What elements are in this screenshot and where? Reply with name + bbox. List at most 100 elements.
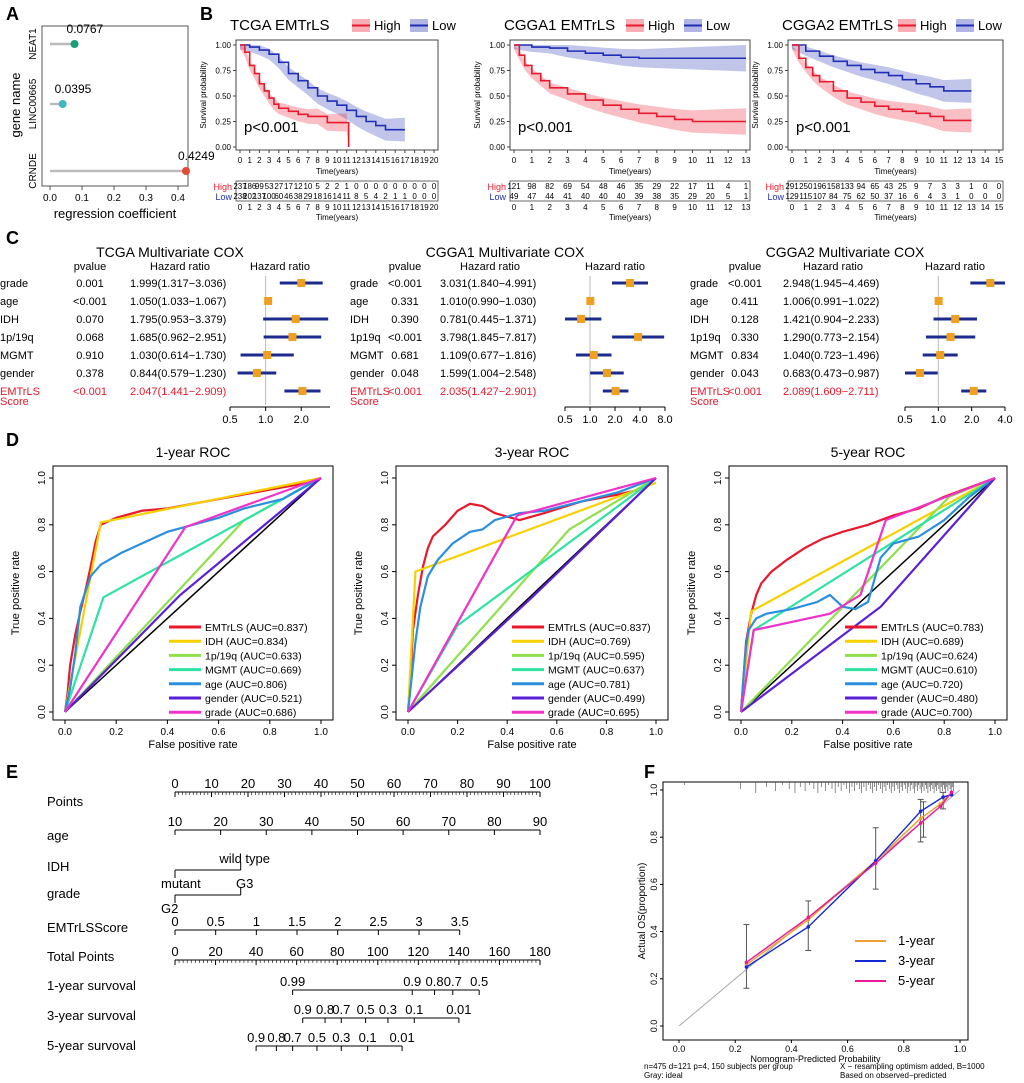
roc-frame (395, 465, 669, 721)
roc-curve-grade (407, 476, 657, 713)
x-tick-label: 0.5 (222, 414, 237, 426)
risk-count-low: 35 (670, 192, 679, 201)
x-tick-label: 10 (333, 156, 342, 165)
y-tick-label: 0.4 (713, 611, 724, 625)
legend-label: grade (AUC=0.695) (548, 707, 639, 719)
risk-count-low: 75 (843, 192, 852, 201)
y-tick-label: 0.25 (767, 118, 783, 127)
gene-label-crnde: CRNDE (28, 153, 39, 189)
x-tick-label: 11 (940, 156, 949, 165)
row-variable: grade (0, 278, 28, 290)
risk-count-high: 29 (652, 182, 661, 191)
nomogram-row-5-year-survoval: 5-year survoval 0.9 0.80.7 0.5 0.3 0.1 0.01 (47, 1030, 415, 1053)
risk-label-high: High (487, 182, 506, 192)
gene-label-linc00665: LINC00665 (28, 78, 39, 129)
x-tick-label: 0.4 (160, 727, 174, 738)
value-label-crnde: 0.4249 (178, 149, 215, 163)
nomogram-row-age: age 10 20 30 40 50 60 70 80 90 (47, 814, 547, 843)
row-label: EMTrLSScore (47, 920, 128, 935)
risk-tick-label: 20 (430, 203, 439, 212)
y-tick-label: 0.6 (380, 564, 391, 578)
tick-label: 30 (259, 814, 273, 829)
hr-point (589, 351, 598, 359)
row-variable: IDH (0, 314, 19, 326)
tick-label: 60 (289, 944, 303, 959)
risk-tick-label: 15 (995, 203, 1004, 212)
km-title: TCGA EMTrLS (230, 17, 329, 34)
row-pvalue: 0.128 (731, 314, 759, 326)
risk-label-low: Low (767, 192, 784, 202)
x-tick-label: 0.8 (599, 727, 613, 738)
y-tick-label: 0.00 (489, 143, 505, 152)
x-tick-label: 11 (706, 156, 715, 165)
hr-point (634, 333, 643, 341)
risk-count-low: 50 (870, 192, 879, 201)
row-pvalue: 0.070 (76, 314, 104, 326)
calibration-point (918, 809, 923, 814)
tick-label: 0.99 (280, 974, 305, 989)
risk-label-low: Low (489, 192, 506, 202)
x-tick-label: 6 (619, 156, 624, 165)
y-tick-label: 0.50 (215, 92, 231, 101)
risk-count-high: 133 (841, 182, 855, 191)
risk-tick-label: 0 (790, 203, 795, 212)
gene-label-neat1: NEAT1 (28, 28, 39, 60)
risk-tick-label: 14 (371, 203, 380, 212)
risk-count-high: 17 (688, 182, 697, 191)
risk-count-low: 14 (333, 192, 342, 201)
value-label-neat1: 0.0767 (67, 22, 104, 36)
risk-tick-label: 0 (238, 203, 243, 212)
tick-label: 10 (204, 776, 218, 791)
risk-tick-label: 13 (967, 203, 976, 212)
risk-count-low: 40 (581, 192, 590, 201)
hr-point (291, 315, 300, 323)
km-plot-3: CGGA2 EMTrLS High Lowp<0.0010.000.250.500.… (751, 17, 1004, 222)
risk-count-high: 4 (726, 182, 731, 191)
x-tick-label: 17 (400, 156, 409, 165)
cat-label: G2 (161, 901, 178, 916)
row-pvalue: 0.834 (731, 350, 759, 362)
panel-label-c: C (6, 228, 19, 248)
y-tick-label: 1.00 (767, 41, 783, 50)
risk-count-high: 237 (233, 182, 247, 191)
row-variable: 1p/19q (0, 332, 34, 344)
roc-curve-idh (63, 476, 322, 713)
risk-tick-label: 11 (706, 203, 715, 212)
y-tick-label: 0.00 (767, 143, 783, 152)
risk-label-low: Low (215, 192, 232, 202)
row-hr-text: 2.089(1.609−2.711) (783, 386, 879, 398)
tick-label: 0.01 (446, 1002, 471, 1017)
plot-frame-a (41, 25, 189, 187)
risk-tick-label: 12 (724, 203, 733, 212)
x-tick-label: 0.6 (550, 727, 564, 738)
x-tick-label-a: 0.3 (139, 193, 153, 204)
risk-count-high: 82 (545, 182, 554, 191)
risk-tick-label: 8 (315, 203, 320, 212)
row-variable: MGMT (0, 350, 34, 362)
risk-count-low: 4 (374, 192, 379, 201)
risk-tick-label: 10 (688, 203, 697, 212)
x-tick-label: 5 (286, 156, 291, 165)
calibration-curve-1-year (746, 791, 953, 966)
km-plot-2: CGGA1 EMTrLS High Lowp<0.0010.000.250.500.… (473, 17, 751, 222)
roc-frame (52, 465, 334, 721)
roc-curve-gender (740, 477, 996, 713)
risk-count-low: 6 (914, 192, 919, 201)
y-tick-label: 0.25 (215, 118, 231, 127)
x-tick-label: 1 (530, 156, 535, 165)
tick-label: 20 (213, 814, 227, 829)
risk-count-low: 38 (652, 192, 661, 201)
x-tick-label: 0.8 (898, 1044, 911, 1054)
risk-count-high: 7 (928, 182, 933, 191)
risk-tick-label: 3 (565, 203, 570, 212)
risk-tick-label: 2 (817, 203, 822, 212)
y-tick-label: 0.0 (380, 705, 391, 719)
footnote-subjects: n=475 d=121 p=4, 150 subjects per group (644, 1062, 793, 1071)
risk-count-high: 12 (294, 182, 303, 191)
tick-label: 100 (367, 944, 389, 959)
y-axis-title: True positive rate (686, 551, 698, 636)
hr-point (586, 297, 595, 305)
risk-count-low: 41 (563, 192, 572, 201)
tick-label: 0.01 (389, 1030, 414, 1045)
x-tick-label: 2.0 (607, 414, 622, 426)
